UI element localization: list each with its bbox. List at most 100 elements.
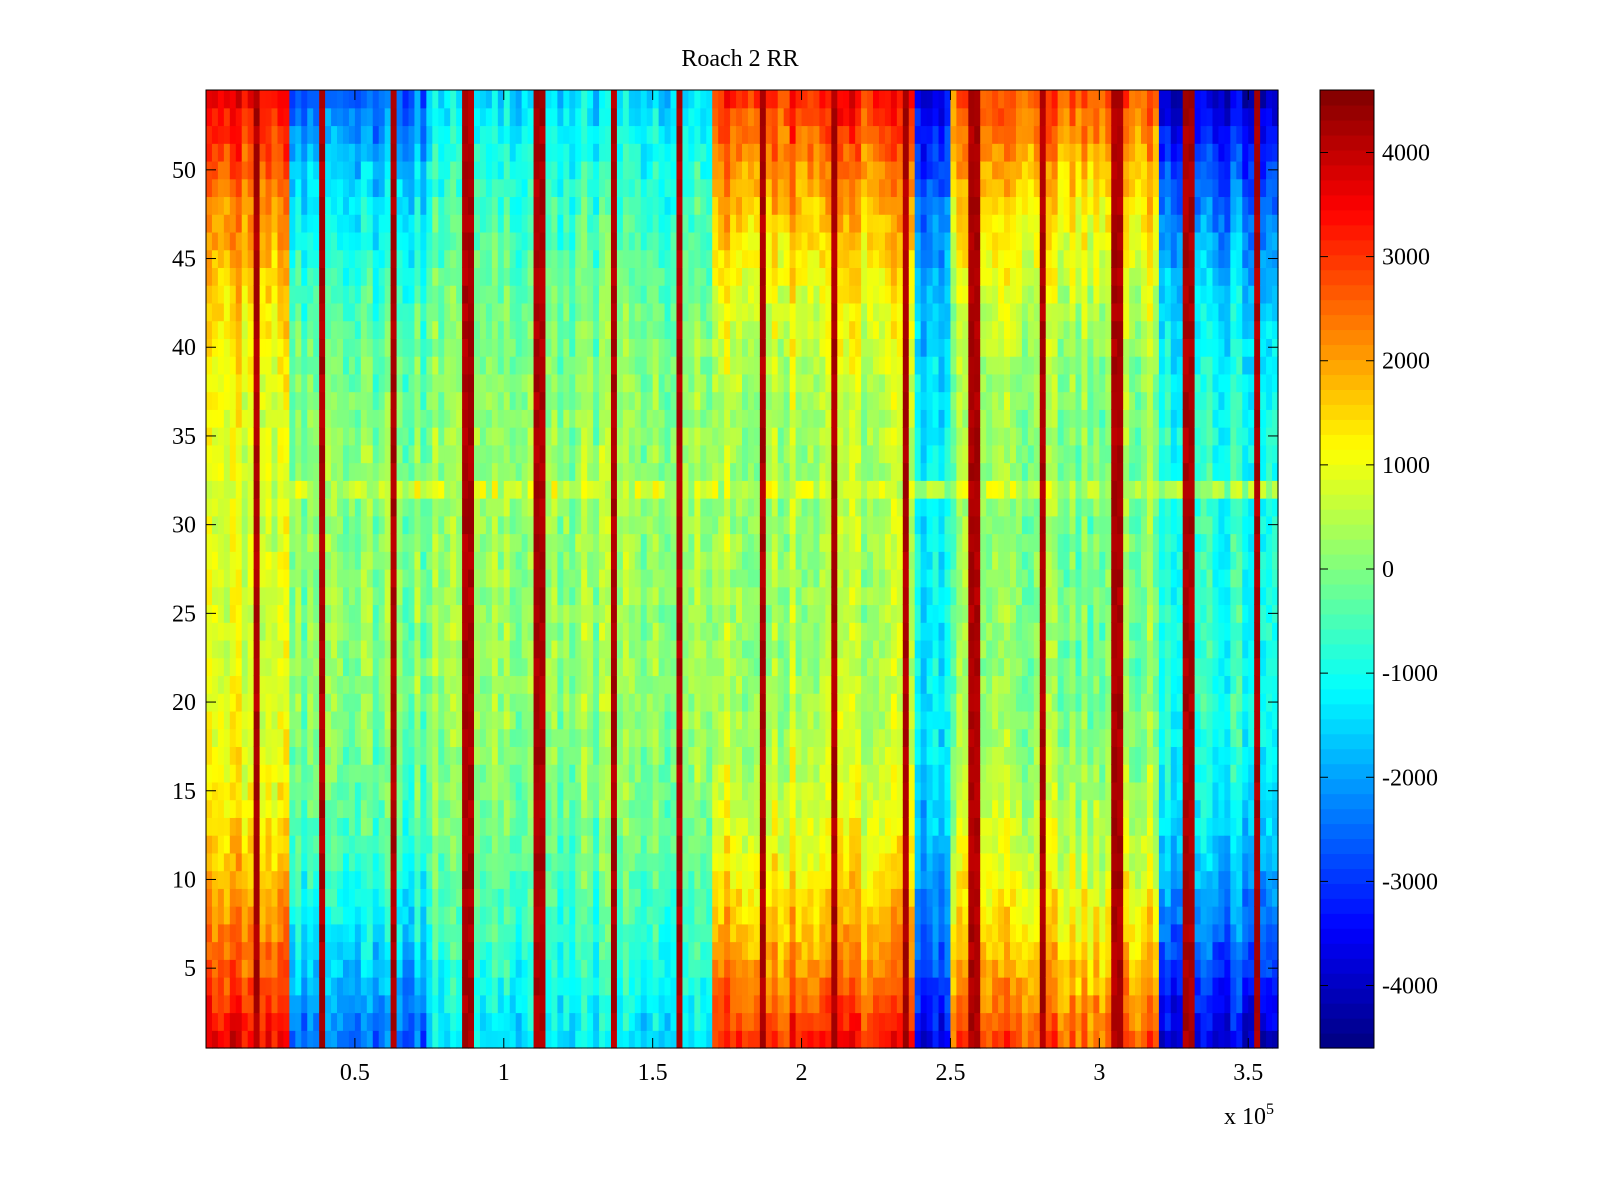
- heatmap-cell: [700, 977, 707, 996]
- heatmap-cell: [628, 639, 636, 659]
- heatmap-cell: [325, 515, 332, 535]
- heatmap-cell: [587, 320, 594, 339]
- heatmap-cell: [217, 923, 225, 943]
- heatmap-cell: [217, 1030, 225, 1049]
- heatmap-cell: [545, 515, 553, 535]
- heatmap-cell: [742, 728, 749, 748]
- heatmap-cell: [682, 977, 689, 996]
- heatmap-cell: [503, 320, 511, 339]
- heatmap-cell: [337, 657, 344, 677]
- heatmap-cell: [342, 533, 350, 552]
- heatmap-cell: [348, 586, 356, 606]
- heatmap-cell: [206, 143, 213, 162]
- heatmap-cell: [438, 285, 445, 304]
- heatmap-cell: [295, 356, 302, 375]
- heatmap-cell: [384, 302, 392, 322]
- heatmap-cell: [450, 409, 457, 428]
- heatmap-cell: [664, 799, 672, 818]
- heatmap-cell: [223, 125, 231, 144]
- heatmap-cell: [533, 302, 541, 322]
- heatmap-cell: [241, 746, 249, 765]
- heatmap-cell: [331, 994, 338, 1014]
- heatmap-cell: [664, 214, 672, 233]
- heatmap-cell: [599, 107, 606, 127]
- heatmap-cell: [497, 569, 505, 588]
- heatmap-cell: [587, 870, 594, 889]
- heatmap-cell: [491, 835, 499, 854]
- heatmap-cell: [354, 569, 362, 588]
- heatmap-cell: [289, 1030, 296, 1049]
- heatmap-cell: [479, 764, 487, 783]
- heatmap-cell: [235, 160, 243, 180]
- heatmap-cell: [646, 160, 654, 180]
- heatmap-cell: [515, 710, 523, 730]
- heatmap-cell: [605, 835, 612, 854]
- heatmap-cell: [694, 746, 701, 765]
- heatmap-cell: [319, 923, 326, 943]
- heatmap-cell: [438, 1012, 445, 1031]
- heatmap-cell: [605, 870, 612, 889]
- heatmap-cell: [593, 710, 600, 730]
- heatmap-cell: [676, 320, 684, 339]
- heatmap-cell: [390, 356, 398, 375]
- heatmap-cell: [718, 356, 725, 375]
- heatmap-cell: [295, 728, 302, 748]
- heatmap-cell: [438, 480, 445, 499]
- heatmap-cell: [211, 267, 219, 286]
- heatmap-cell: [563, 356, 570, 375]
- heatmap-cell: [241, 781, 249, 801]
- heatmap-cell: [301, 1030, 308, 1049]
- heatmap-cell: [313, 160, 320, 180]
- heatmap-cell: [289, 373, 296, 393]
- heatmap-cell: [384, 125, 392, 144]
- heatmap-cell: [605, 551, 612, 570]
- heatmap-cell: [235, 569, 243, 588]
- heatmap-cell: [664, 249, 672, 269]
- heatmap-cell: [247, 249, 255, 269]
- heatmap-cell: [289, 515, 296, 535]
- heatmap-cell: [628, 302, 636, 322]
- heatmap-cell: [342, 1030, 350, 1049]
- heatmap-cell: [295, 977, 302, 996]
- heatmap-cell: [390, 249, 398, 269]
- heatmap-cell: [253, 196, 261, 215]
- heatmap-cell: [503, 781, 511, 801]
- heatmap-cell: [438, 764, 445, 783]
- heatmap-cell: [706, 622, 713, 641]
- heatmap-cell: [259, 1030, 267, 1049]
- heatmap-cell: [658, 178, 666, 198]
- heatmap-cell: [706, 214, 713, 233]
- heatmap-cell: [515, 817, 523, 836]
- heatmap-cell: [676, 196, 684, 215]
- heatmap-cell: [420, 391, 427, 410]
- heatmap-cell: [551, 356, 558, 375]
- heatmap-cell: [742, 178, 749, 198]
- heatmap-cell: [408, 1012, 416, 1031]
- heatmap-cell: [331, 657, 338, 677]
- heatmap-cell: [253, 977, 261, 996]
- heatmap-cell: [724, 675, 731, 694]
- heatmap-cell: [664, 267, 672, 286]
- heatmap-cell: [706, 870, 713, 889]
- heatmap-cell: [271, 178, 279, 198]
- heatmap-cell: [610, 214, 618, 233]
- heatmap-cell: [718, 480, 725, 499]
- heatmap-cell: [265, 231, 273, 251]
- heatmap-cell: [730, 515, 737, 535]
- heatmap-cell: [581, 320, 588, 339]
- heatmap-cell: [718, 764, 725, 783]
- heatmap-cell: [628, 125, 636, 144]
- heatmap-cell: [706, 125, 713, 144]
- heatmap-cell: [509, 160, 517, 180]
- heatmap-cell: [747, 657, 755, 677]
- heatmap-cell: [319, 852, 326, 872]
- heatmap-cell: [325, 586, 332, 606]
- heatmap-cell: [563, 1030, 570, 1049]
- heatmap-cell: [593, 817, 600, 836]
- heatmap-cell: [694, 231, 701, 251]
- heatmap-cell: [331, 409, 338, 428]
- heatmap-cell: [223, 249, 231, 269]
- heatmap-cell: [581, 107, 588, 127]
- heatmap-cell: [438, 444, 445, 464]
- heatmap-cell: [450, 462, 457, 481]
